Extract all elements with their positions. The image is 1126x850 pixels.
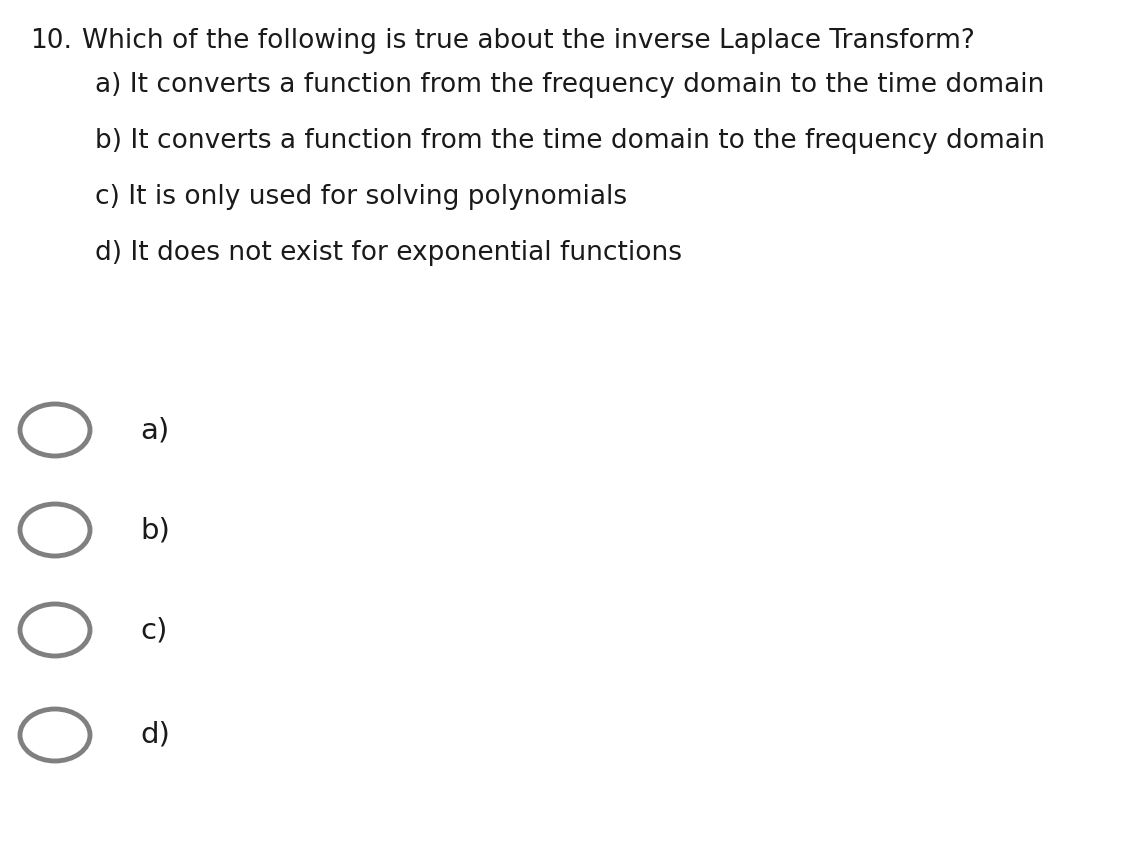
Text: c) It is only used for solving polynomials: c) It is only used for solving polynomia… (95, 184, 627, 210)
Text: b) It converts a function from the time domain to the frequency domain: b) It converts a function from the time … (95, 128, 1045, 154)
Text: Which of the following is true about the inverse Laplace Transform?: Which of the following is true about the… (82, 28, 975, 54)
Text: a) It converts a function from the frequency domain to the time domain: a) It converts a function from the frequ… (95, 72, 1045, 98)
Text: a): a) (140, 416, 169, 444)
Text: d) It does not exist for exponential functions: d) It does not exist for exponential fun… (95, 240, 682, 266)
Text: b): b) (140, 516, 170, 544)
Text: c): c) (140, 616, 168, 644)
Text: d): d) (140, 721, 170, 749)
Text: 10.: 10. (30, 28, 72, 54)
